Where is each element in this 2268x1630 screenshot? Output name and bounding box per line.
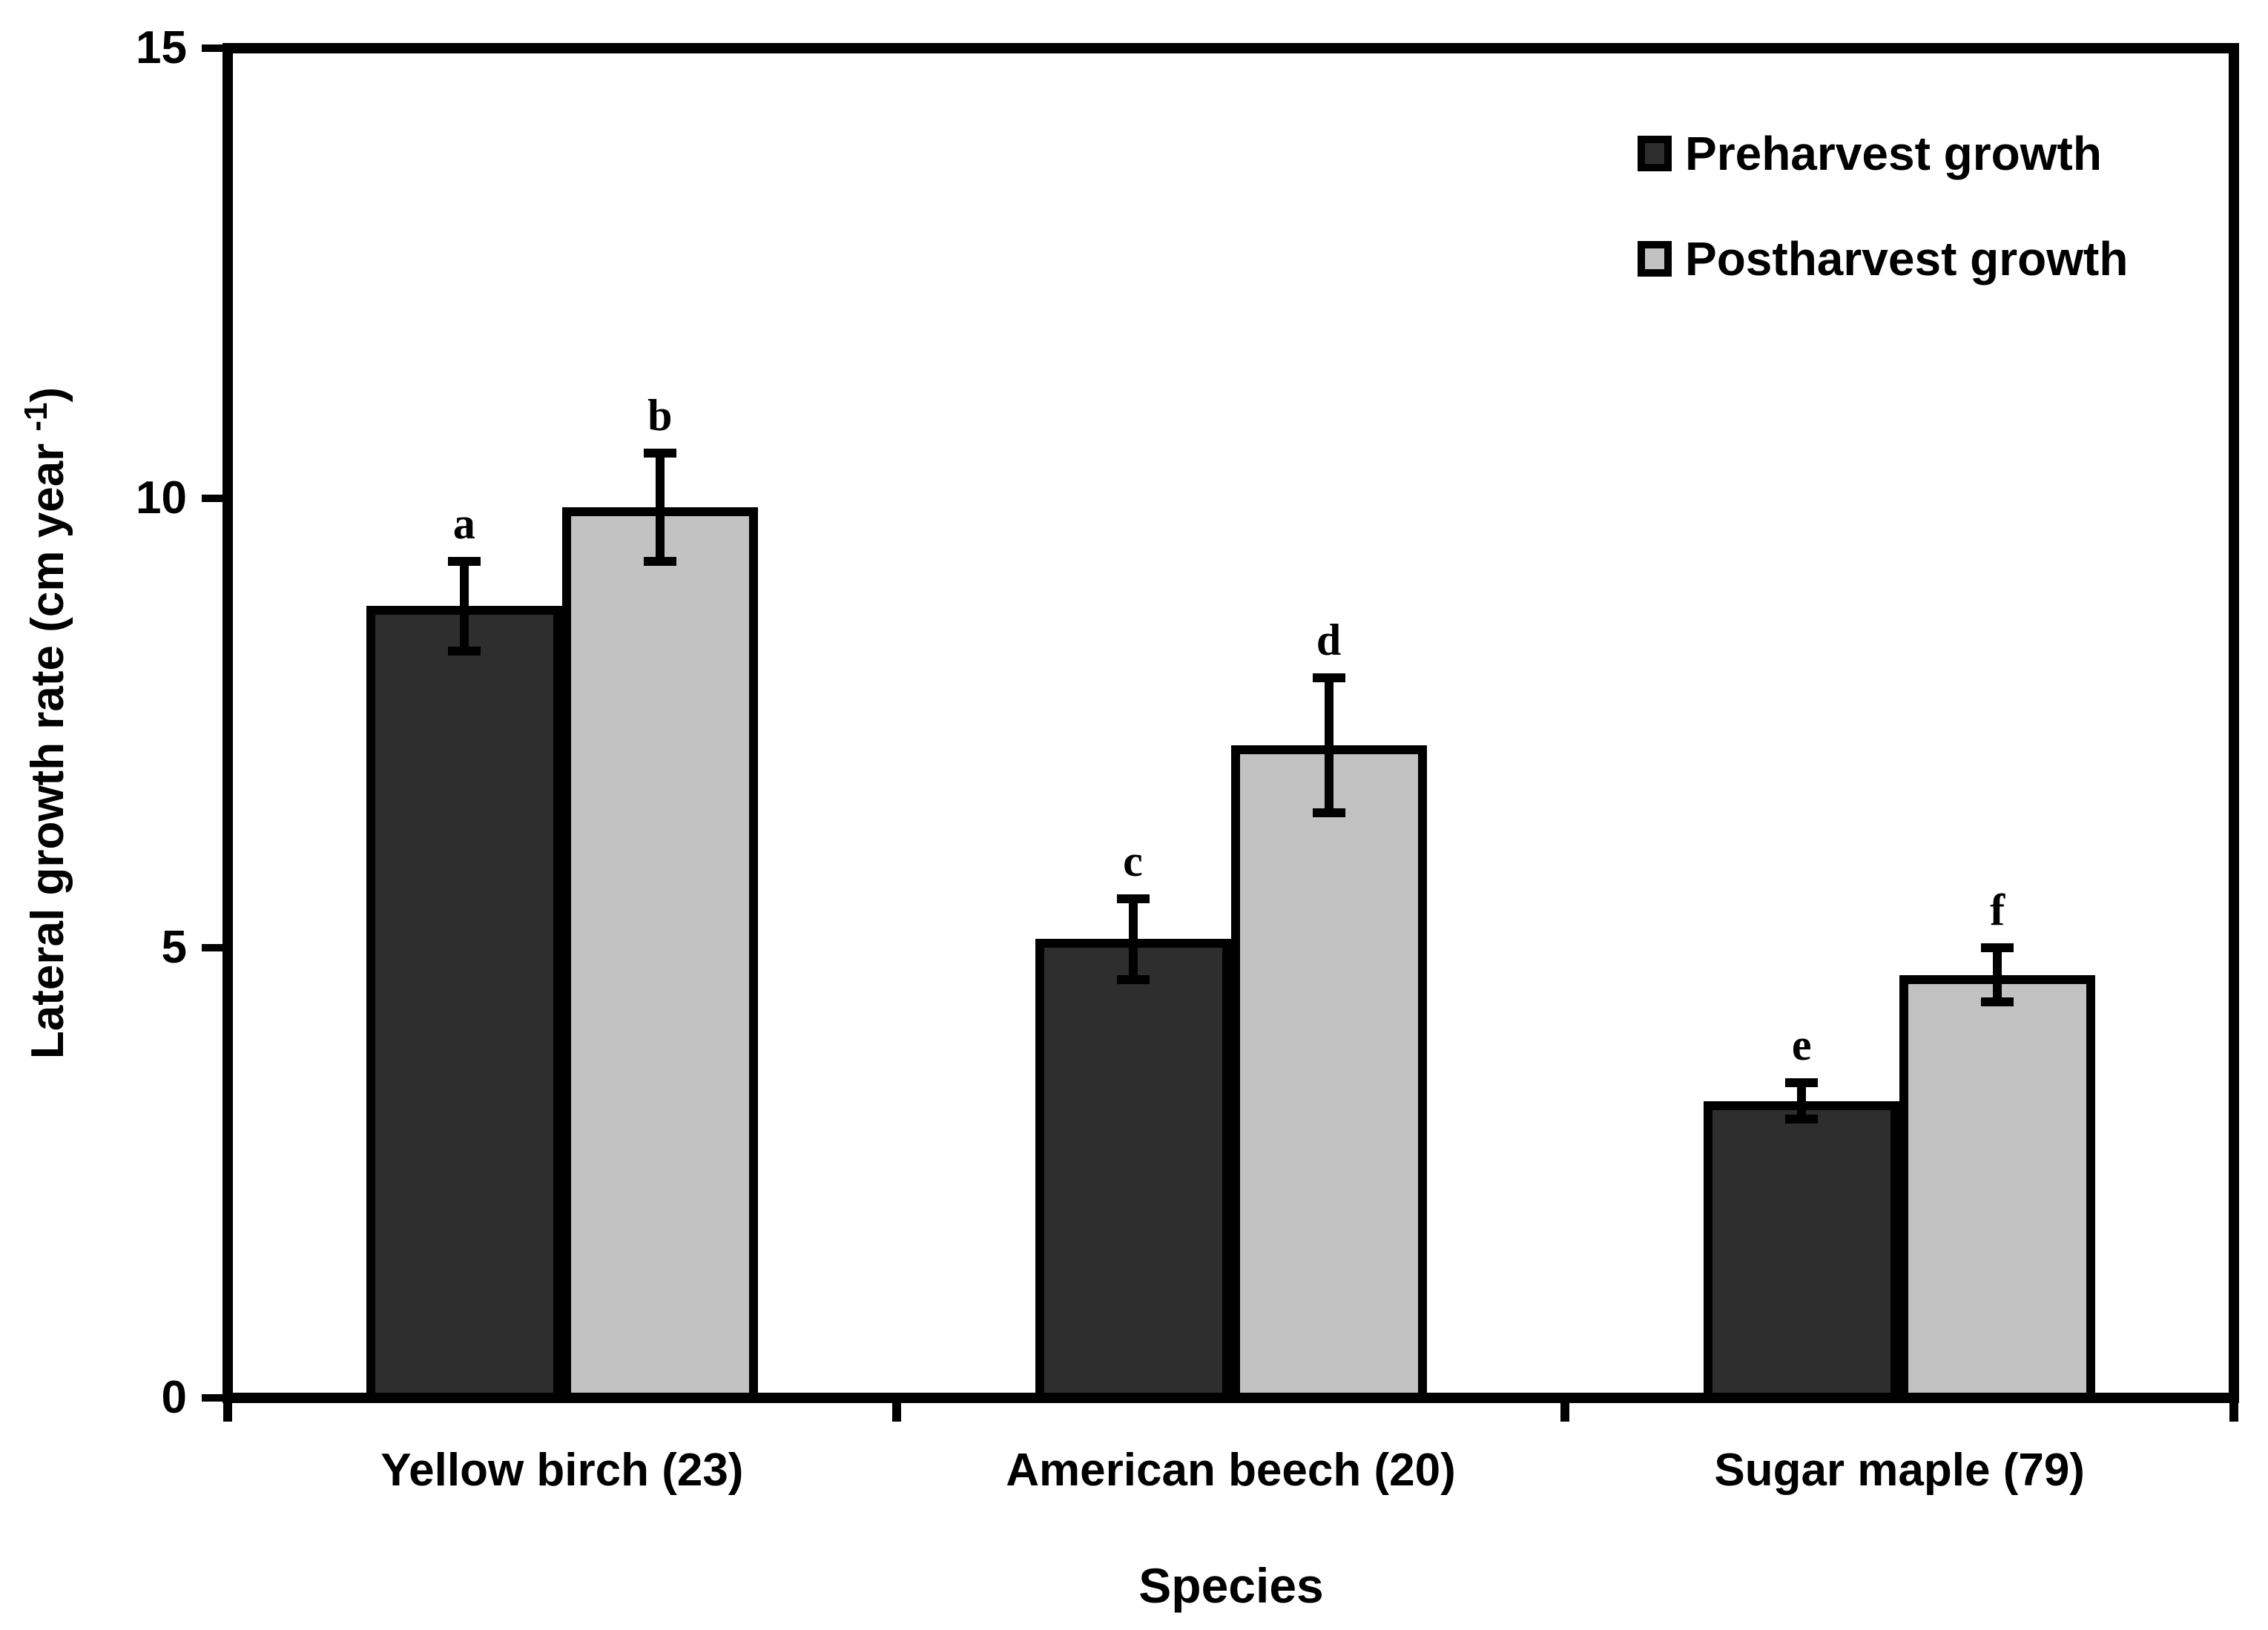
error-bar-line xyxy=(459,561,469,651)
bar-series1-cat2 xyxy=(1035,939,1231,1403)
bar-series1-cat1 xyxy=(366,606,562,1403)
legend-swatch-postharvest xyxy=(1638,241,1672,277)
error-bar-cap-bottom xyxy=(1312,808,1345,818)
error-bar-line xyxy=(655,453,665,561)
error-bar-line xyxy=(1797,1083,1807,1119)
category-label: Sugar maple (79) xyxy=(1714,1445,2085,1496)
legend-label-postharvest: Postharvest growth xyxy=(1685,232,2129,286)
error-bar-cap-top xyxy=(1785,1078,1819,1088)
y-axis-title-text: Lateral growth rate (cm year xyxy=(22,443,73,1060)
error-bar-cap-top xyxy=(447,556,481,566)
y-tick xyxy=(202,494,222,502)
y-axis-title-superscript: -1 xyxy=(18,402,55,432)
bar-series1-cat3 xyxy=(1704,1101,1900,1403)
y-tick xyxy=(202,44,222,52)
legend-swatch-preharvest xyxy=(1638,136,1672,171)
significance-letter: e xyxy=(1791,1020,1812,1070)
error-bar-cap-bottom xyxy=(1116,974,1150,984)
x-tick xyxy=(2229,1403,2238,1422)
significance-letter: b xyxy=(647,391,673,440)
error-bar-cap-top xyxy=(1116,894,1150,903)
plot-frame xyxy=(222,43,2239,1403)
error-bar-line xyxy=(1993,948,2002,1003)
category-label: American beech (20) xyxy=(1006,1445,1456,1496)
significance-letter: f xyxy=(1990,885,2005,935)
x-axis-title: Species xyxy=(1138,1558,1324,1613)
x-tick xyxy=(1560,1403,1570,1422)
legend-label-preharvest: Preharvest growth xyxy=(1685,127,2102,180)
significance-letter: d xyxy=(1316,616,1342,665)
y-tick-label: 15 xyxy=(136,22,187,73)
y-axis-title: Lateral growth rate (cm year -1) xyxy=(18,387,74,1059)
error-bar-line xyxy=(1324,678,1334,814)
error-bar-cap-top xyxy=(643,449,676,458)
error-bar-cap-bottom xyxy=(1981,997,2014,1007)
bar-series2-cat2 xyxy=(1230,745,1427,1403)
y-tick-label: 5 xyxy=(161,922,187,974)
error-bar-cap-top xyxy=(1981,943,2014,953)
bar-series2-cat1 xyxy=(561,507,758,1403)
significance-letter: c xyxy=(1123,836,1143,885)
error-bar-line xyxy=(1128,898,1138,980)
error-bar-cap-top xyxy=(1312,673,1345,683)
category-label: Yellow birch (23) xyxy=(380,1445,744,1496)
significance-letter: a xyxy=(452,498,475,548)
y-tick-label: 10 xyxy=(136,472,187,524)
x-tick xyxy=(223,1403,232,1422)
error-bar-cap-bottom xyxy=(643,556,676,566)
y-tick xyxy=(202,944,222,952)
y-axis-title-close: ) xyxy=(22,386,73,403)
x-tick xyxy=(891,1403,901,1422)
error-bar-cap-bottom xyxy=(447,646,481,656)
y-tick xyxy=(202,1394,222,1402)
error-bar-cap-bottom xyxy=(1785,1114,1819,1123)
y-tick-label: 0 xyxy=(161,1372,187,1423)
